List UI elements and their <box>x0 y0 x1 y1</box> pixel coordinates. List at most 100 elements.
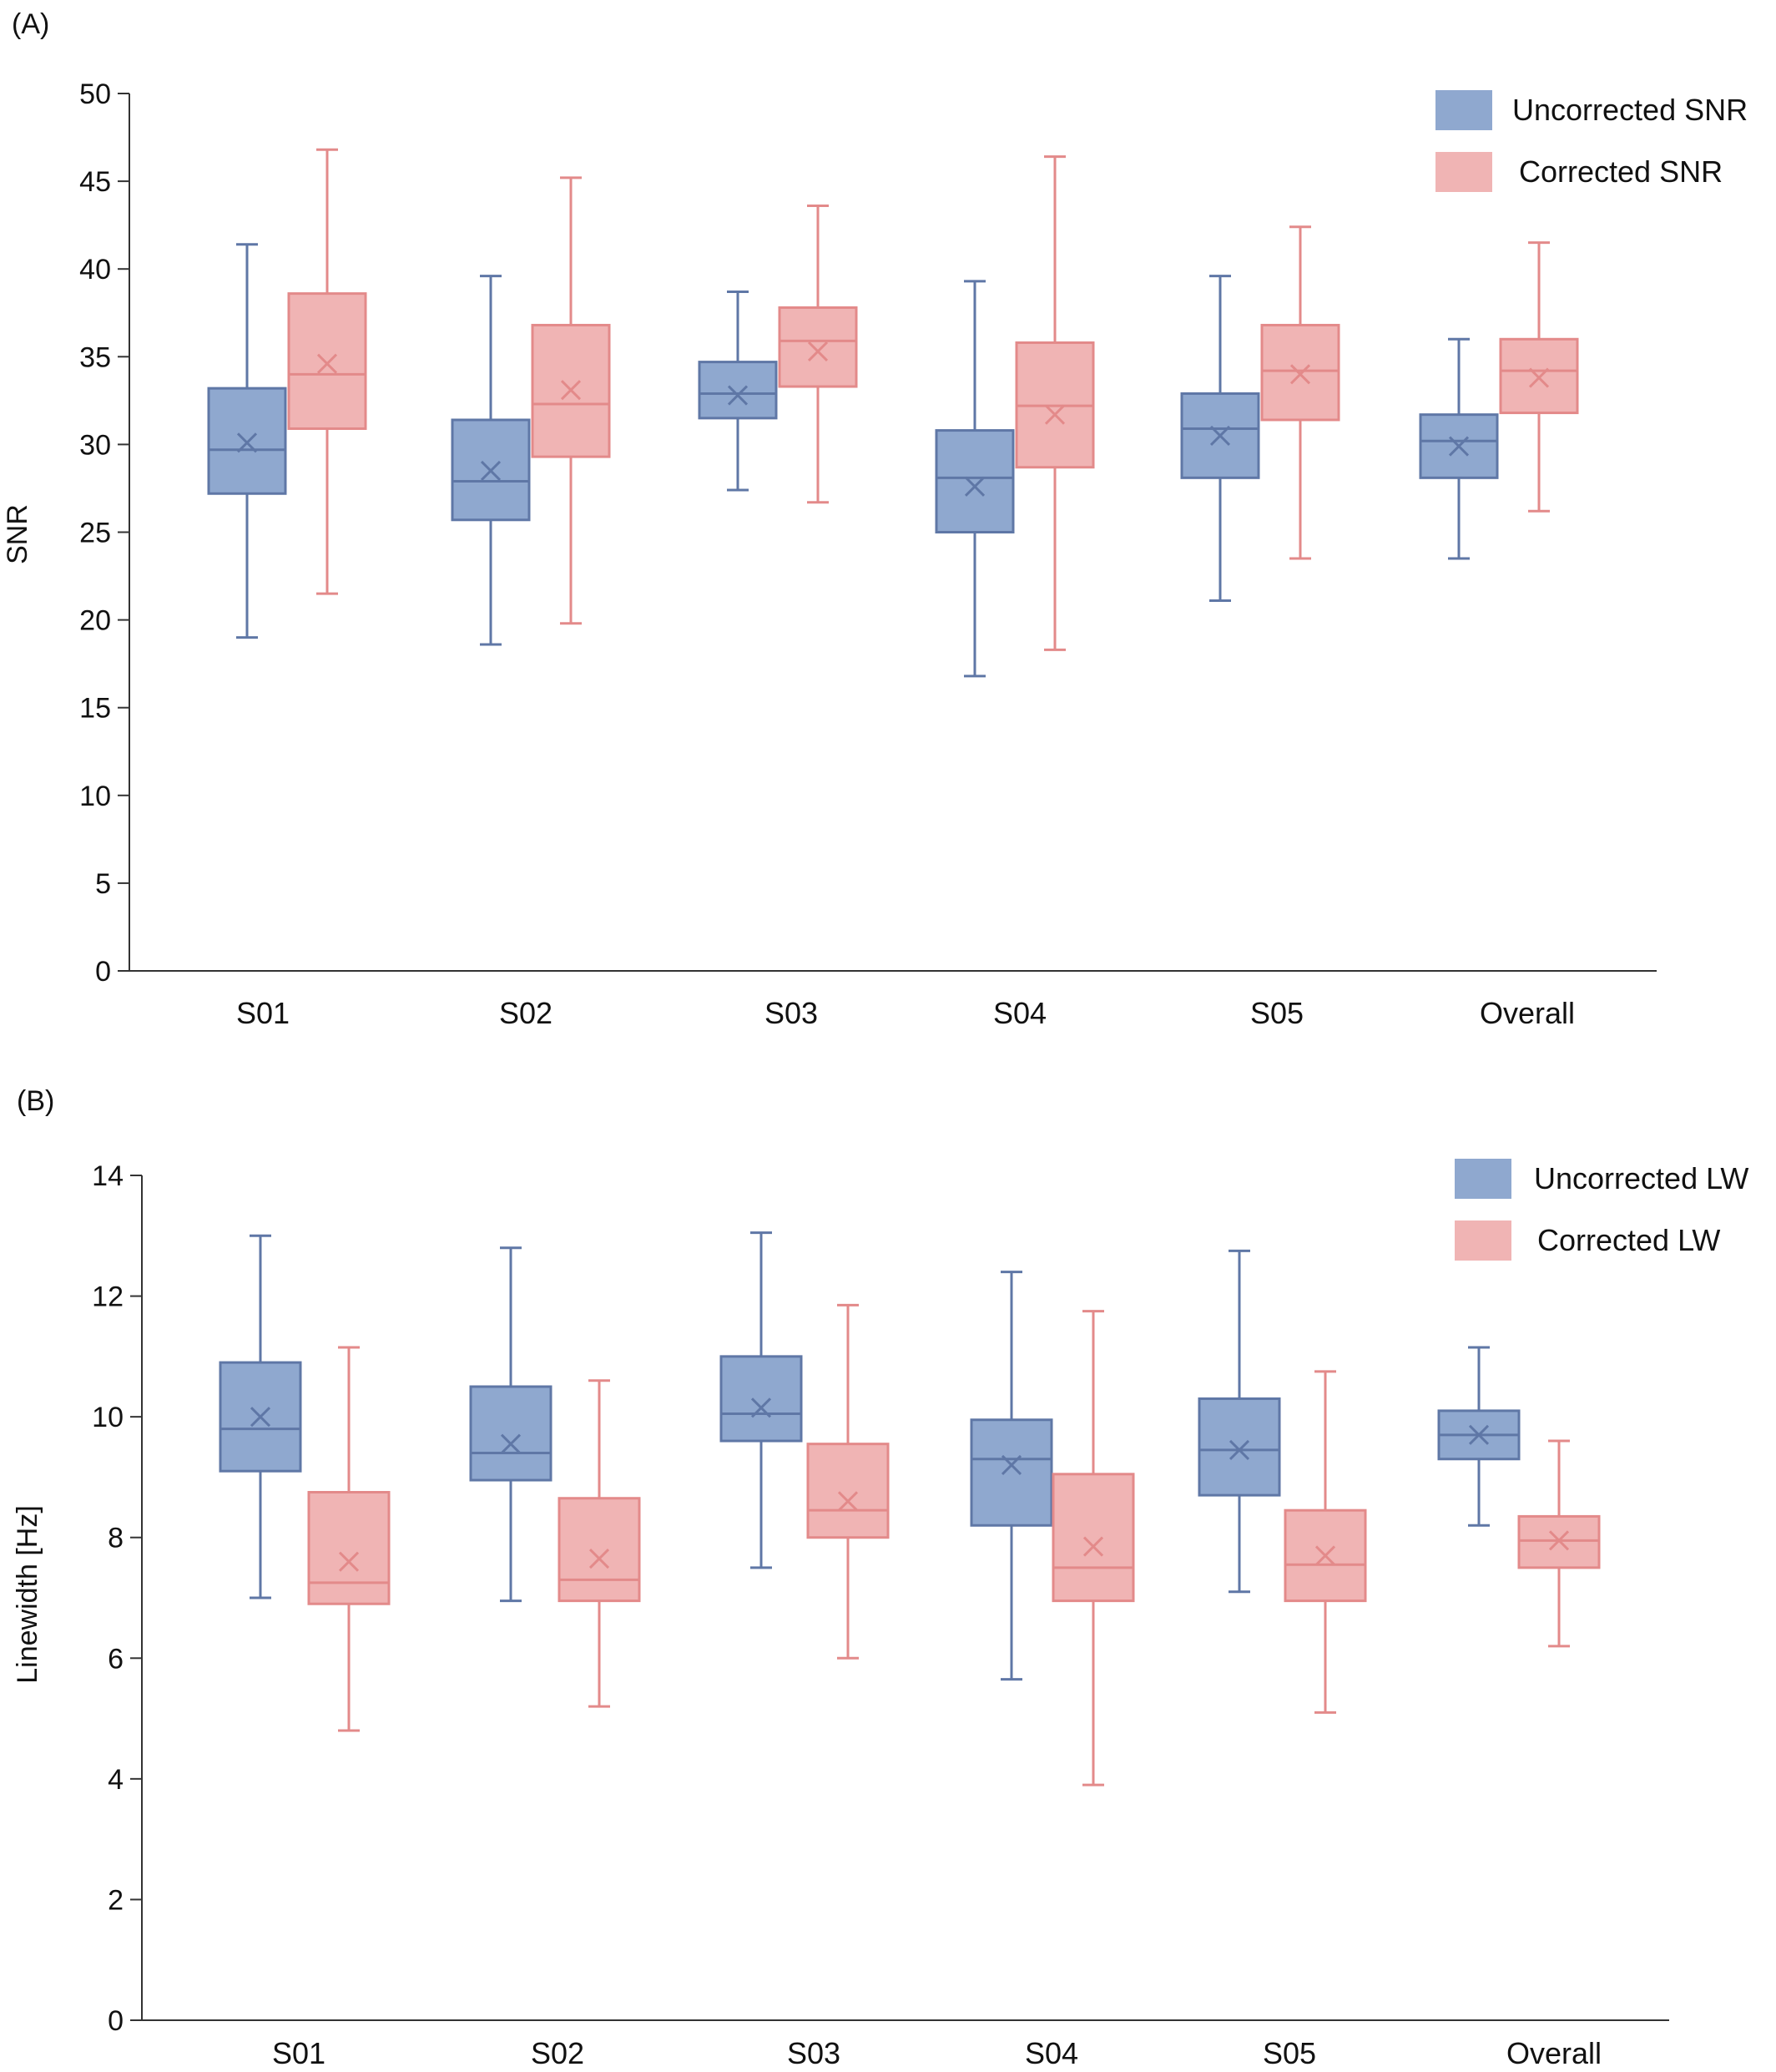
y-tick-label: 10 <box>92 1402 124 1433</box>
corrected-box-s02 <box>558 1379 641 1708</box>
legend-swatch-uncorrected <box>1435 90 1492 130</box>
mean-marker <box>807 341 829 362</box>
legend: Uncorrected SNR Corrected SNR <box>1435 90 1748 192</box>
uncorrected-box-s05 <box>1180 275 1260 602</box>
iqr-box <box>307 1491 391 1605</box>
y-tick-label: 10 <box>79 781 111 812</box>
uncorrected-box-overall <box>1437 1346 1521 1527</box>
iqr-box <box>719 1355 803 1443</box>
iqr-box <box>1260 323 1340 422</box>
y-tick-label: 40 <box>79 254 111 286</box>
y-tick-label: 0 <box>108 2005 124 2037</box>
corrected-box-overall <box>1499 241 1579 513</box>
y-tick-label: 15 <box>79 693 111 725</box>
mean-marker <box>1448 436 1470 457</box>
uncorrected-box-s01 <box>219 1234 302 1599</box>
y-axis-title: SNR <box>2 504 33 564</box>
corrected-box-s05 <box>1260 225 1340 560</box>
mean-marker <box>1548 1530 1570 1551</box>
mean-marker <box>236 432 258 453</box>
uncorrected-box-s02 <box>469 1246 552 1603</box>
legend-label-corrected: Corrected SNR <box>1519 154 1723 189</box>
uncorrected-box-s03 <box>719 1231 803 1569</box>
uncorrected-box-s02 <box>451 275 531 646</box>
iqr-box <box>970 1418 1053 1527</box>
x-category-label: S02 <box>531 2036 584 2070</box>
y-tick-label: 8 <box>108 1523 124 1554</box>
corrected-box-s03 <box>806 1303 890 1660</box>
mean-marker <box>1289 364 1311 385</box>
y-tick-label: 25 <box>79 518 111 549</box>
y-tick-label: 14 <box>92 1160 124 1192</box>
corrected-box-s05 <box>1284 1370 1367 1714</box>
iqr-box <box>1052 1473 1135 1603</box>
iqr-box <box>778 306 858 388</box>
x-category-label: S04 <box>993 996 1047 1030</box>
mean-marker <box>1528 367 1550 388</box>
legend-swatch-corrected <box>1435 152 1492 192</box>
iqr-box <box>469 1385 552 1482</box>
mean-marker <box>964 476 986 497</box>
x-category-label: S01 <box>272 2036 325 2070</box>
x-category-label: S02 <box>499 996 552 1030</box>
corrected-box-s03 <box>778 205 858 504</box>
y-tick-label: 6 <box>108 1643 124 1675</box>
iqr-box <box>806 1443 890 1539</box>
y-axis-title: Linewidth [Hz] <box>12 1505 43 1684</box>
mean-marker <box>338 1551 360 1572</box>
x-category-label: S01 <box>236 996 290 1030</box>
mean-marker <box>750 1397 772 1418</box>
y-tick-label: 45 <box>79 166 111 198</box>
y-tick-label: 5 <box>95 868 111 900</box>
corrected-box-s04 <box>1015 155 1095 651</box>
iqr-box <box>1198 1397 1281 1497</box>
mean-marker <box>837 1491 859 1512</box>
x-category-label: S05 <box>1263 2036 1316 2070</box>
y-tick-label: 50 <box>79 78 111 110</box>
mean-marker <box>1229 1439 1250 1460</box>
mean-marker <box>1314 1545 1336 1566</box>
corrected-box-s02 <box>531 176 611 625</box>
y-tick-label: 20 <box>79 605 111 637</box>
legend-swatch-uncorrected <box>1455 1159 1511 1199</box>
legend-swatch-corrected <box>1455 1220 1511 1261</box>
iqr-box <box>287 292 367 430</box>
corrected-box-s01 <box>307 1346 391 1732</box>
x-category-label: S03 <box>764 996 818 1030</box>
y-tick-label: 0 <box>95 956 111 988</box>
mean-marker <box>1001 1454 1022 1476</box>
legend-label-uncorrected: Uncorrected SNR <box>1512 93 1748 127</box>
iqr-box <box>935 429 1015 533</box>
chart-panel-b: 0 2 4 6 8 10 12 14 Linewidth [Hz] S01 S02 S03 S04 S05… <box>12 1159 1748 2070</box>
corrected-box-overall <box>1517 1439 1601 1648</box>
y-tick-label: 30 <box>79 429 111 461</box>
chart-panel-a: 0 5 10 15 20 25 30 35 40 45 50 SNR S01 S02 S03 S04 S05 Ov… <box>2 78 1748 1030</box>
x-category-label: Overall <box>1506 2036 1602 2070</box>
x-category-label: S05 <box>1250 996 1304 1030</box>
x-category-label: Overall <box>1480 996 1575 1030</box>
mean-marker <box>1044 404 1066 425</box>
mean-marker <box>500 1433 522 1454</box>
corrected-box-s04 <box>1052 1310 1135 1786</box>
uncorrected-box-s03 <box>698 291 778 492</box>
x-category-label: S03 <box>787 2036 840 2070</box>
uncorrected-box-overall <box>1419 337 1499 560</box>
iqr-box <box>558 1497 641 1603</box>
mean-marker <box>588 1548 610 1569</box>
y-tick-label: 4 <box>108 1764 124 1796</box>
y-tick-label: 12 <box>92 1281 124 1313</box>
mean-marker <box>1468 1424 1490 1445</box>
mean-marker <box>480 460 502 481</box>
mean-marker <box>316 353 338 374</box>
y-tick-label: 2 <box>108 1884 124 1916</box>
uncorrected-box-s04 <box>970 1271 1053 1681</box>
corrected-box-s01 <box>287 148 367 595</box>
panel-b-label: (B) <box>17 1085 55 1117</box>
uncorrected-box-s04 <box>935 280 1015 678</box>
x-category-label: S04 <box>1025 2036 1078 2070</box>
uncorrected-box-s01 <box>207 243 287 639</box>
mean-marker <box>1082 1536 1104 1557</box>
iqr-box <box>698 361 778 420</box>
mean-marker <box>560 380 582 401</box>
